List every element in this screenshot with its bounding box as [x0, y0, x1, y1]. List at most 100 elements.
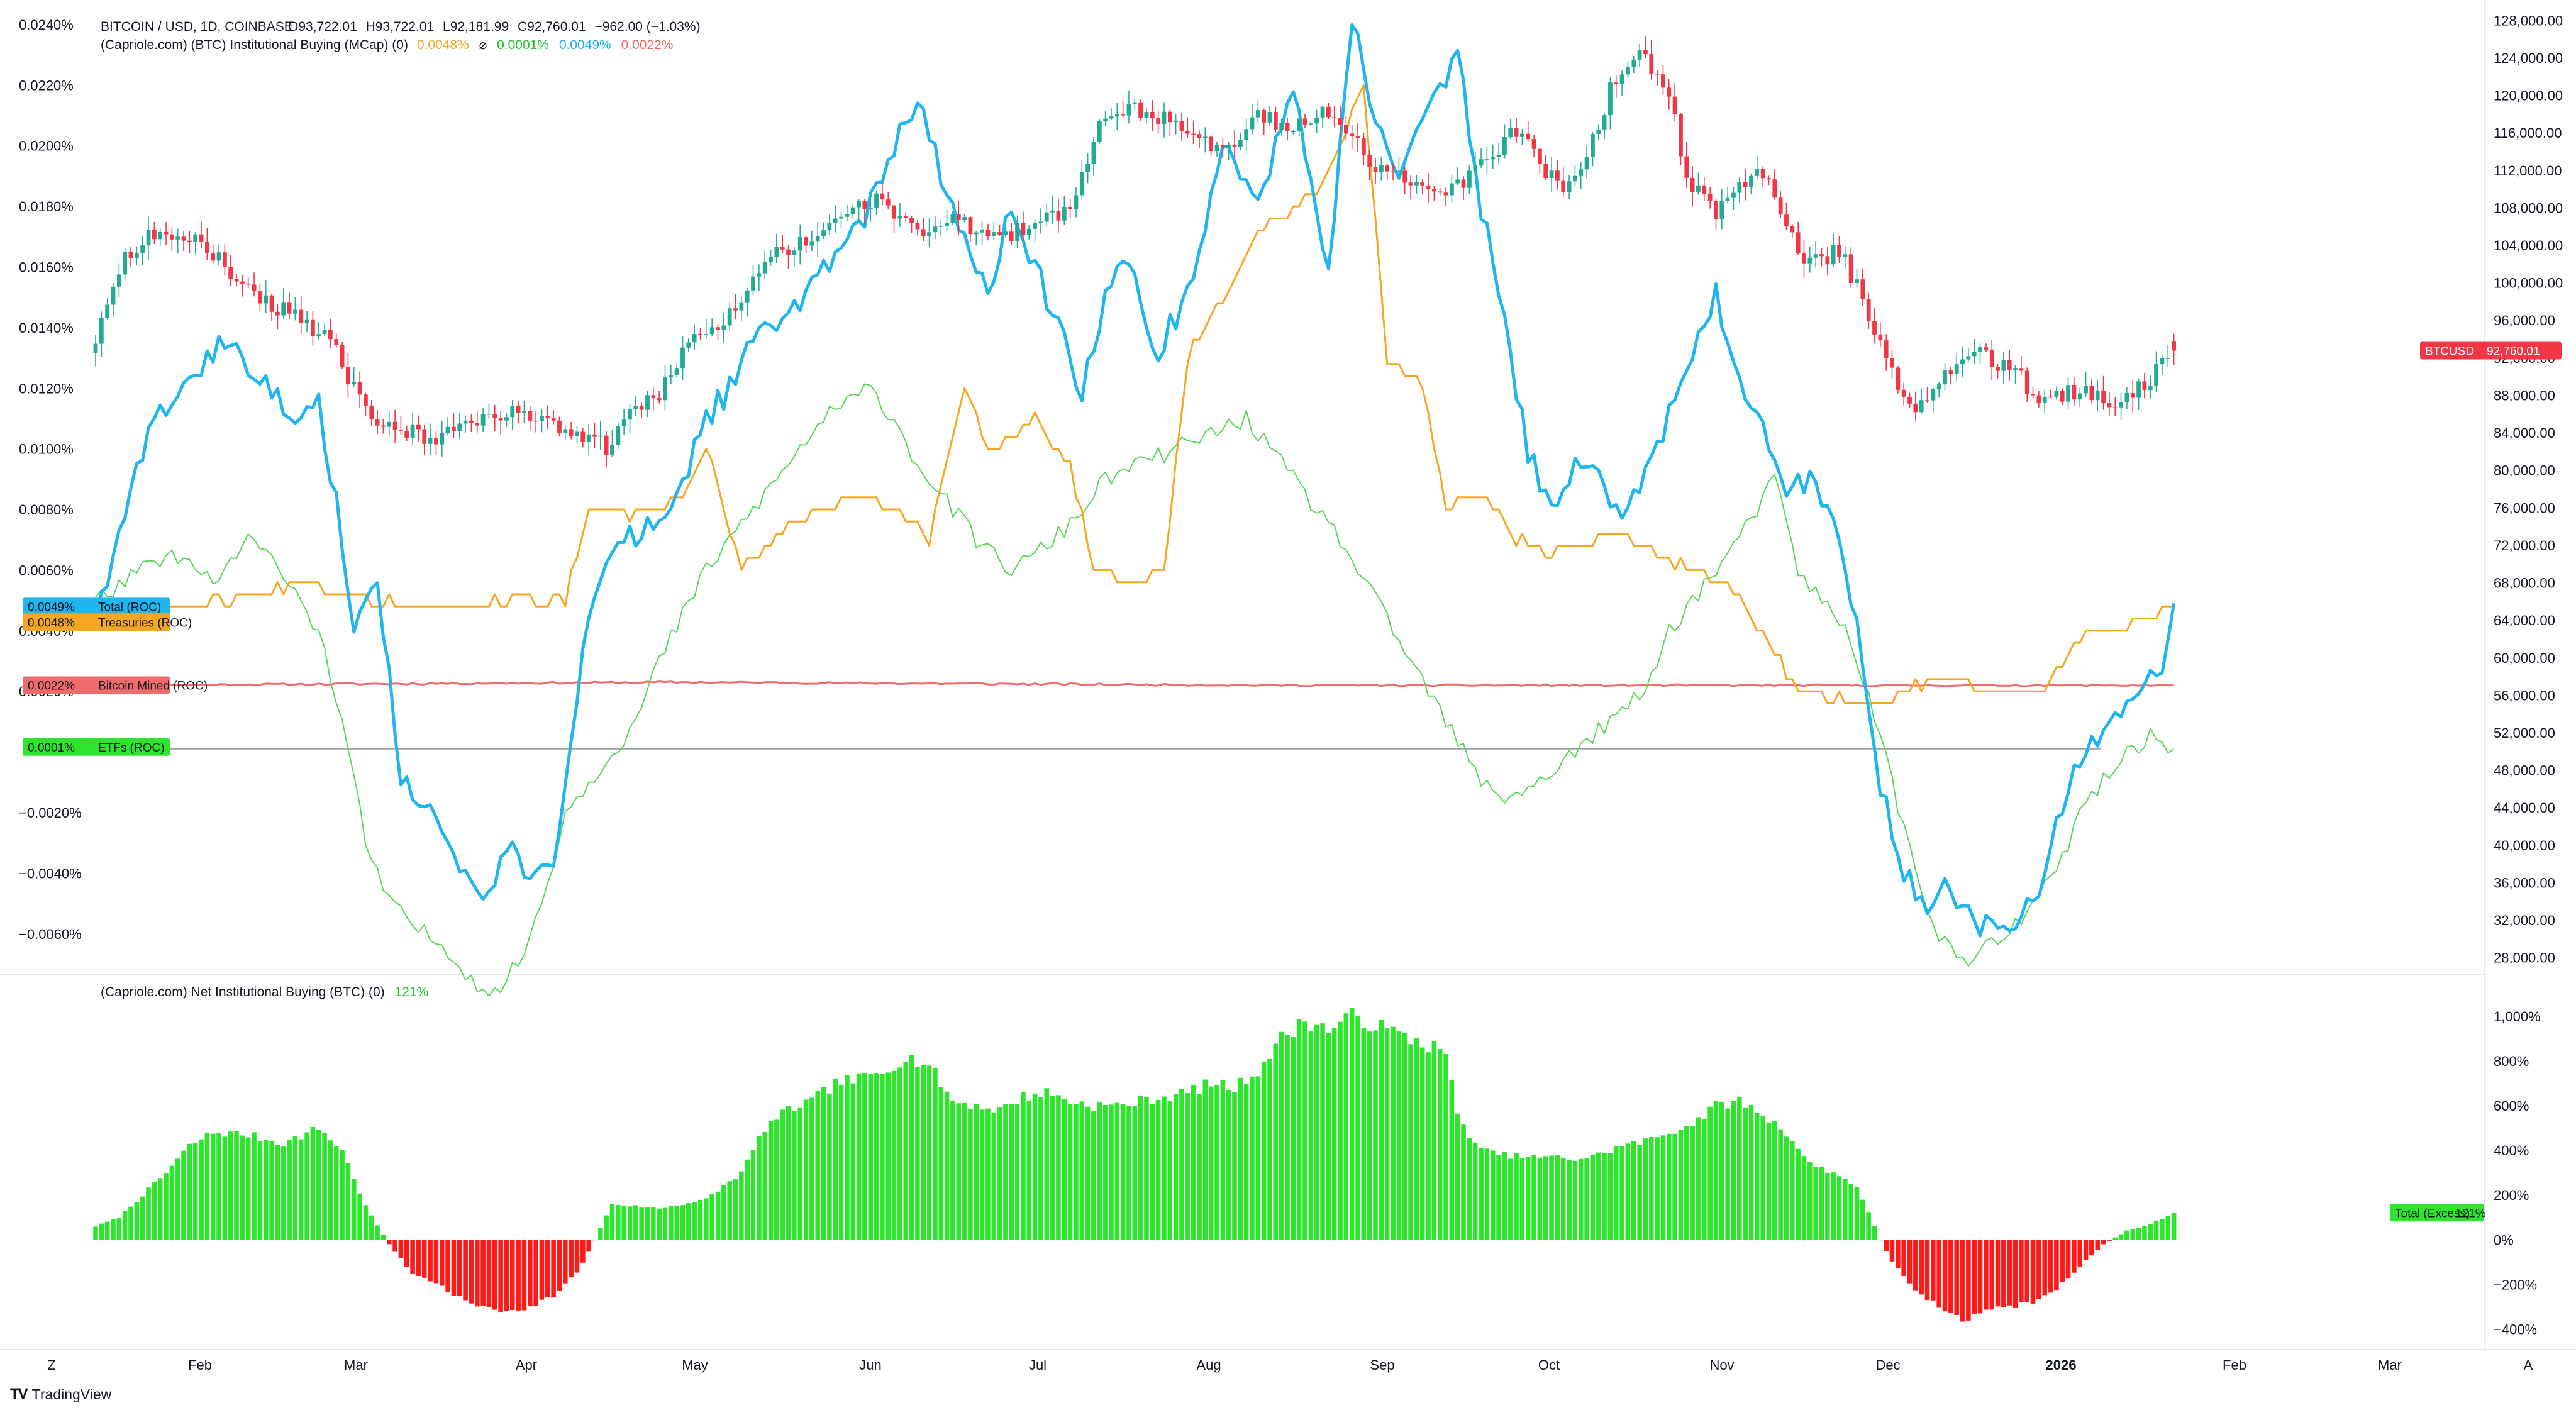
- excess-tick-label[interactable]: 800%: [2494, 1053, 2529, 1069]
- candle-body: [1273, 112, 1278, 130]
- price-tick-label[interactable]: 76,000.00: [2494, 500, 2555, 516]
- time-tick-label[interactable]: A: [2524, 1357, 2533, 1373]
- time-tick-label[interactable]: Oct: [1538, 1357, 1560, 1373]
- excess-bar: [1079, 1101, 1085, 1240]
- price-tick-label[interactable]: 40,000.00: [2494, 838, 2555, 853]
- price-tick-label[interactable]: 28,000.00: [2494, 950, 2555, 966]
- time-tick-label[interactable]: Sep: [1370, 1357, 1394, 1373]
- symbol-line[interactable]: BITCOIN / USD, 1D, COINBASE: [101, 19, 293, 34]
- time-tick-label[interactable]: Mar: [2378, 1357, 2402, 1373]
- price-tick-label[interactable]: 112,000.00: [2494, 163, 2562, 179]
- roc-tick-label[interactable]: 0.0240%: [19, 17, 74, 33]
- roc-tick-label[interactable]: 0.0220%: [19, 77, 74, 93]
- excess-bar: [1543, 1156, 1548, 1240]
- roc-tick-label[interactable]: 0.0180%: [19, 199, 74, 214]
- candle-body: [1843, 254, 1848, 257]
- price-tick-label[interactable]: 116,000.00: [2494, 125, 2562, 141]
- ohlc-close: C92,760.01: [518, 19, 586, 34]
- candle-body: [680, 347, 685, 369]
- excess-tick-label[interactable]: −400%: [2494, 1321, 2537, 1337]
- time-tick-label[interactable]: Apr: [516, 1357, 537, 1373]
- candle-body: [1913, 403, 1918, 413]
- price-tick-label[interactable]: 36,000.00: [2494, 875, 2555, 891]
- excess-bar: [833, 1078, 838, 1240]
- roc-tick-label[interactable]: 0.0060%: [19, 562, 74, 578]
- time-tick-label[interactable]: Mar: [344, 1357, 368, 1373]
- roc-tick-label[interactable]: 0.0120%: [19, 380, 74, 396]
- price-tick-label[interactable]: 52,000.00: [2494, 725, 2555, 741]
- excess-tick-label[interactable]: 1,000%: [2494, 1009, 2541, 1024]
- main-legend[interactable]: BITCOIN / USD, 1D, COINBASE O93,722.01 H…: [101, 19, 701, 52]
- price-tick-label[interactable]: 96,000.00: [2494, 313, 2555, 328]
- excess-bar: [991, 1112, 997, 1240]
- lower-legend[interactable]: (Capriole.com) Net Institutional Buying …: [101, 985, 428, 999]
- time-tick-label[interactable]: Jun: [859, 1357, 881, 1373]
- excess-bar: [164, 1173, 169, 1240]
- price-tick-label[interactable]: 68,000.00: [2494, 575, 2555, 591]
- candle-body: [1085, 164, 1091, 172]
- excess-bar: [2124, 1230, 2129, 1240]
- indicator-legend[interactable]: (Capriole.com) (BTC) Institutional Buyin…: [101, 38, 673, 52]
- time-tick-label[interactable]: Nov: [1709, 1357, 1734, 1373]
- excess-bar: [1607, 1153, 1613, 1240]
- price-tick-label[interactable]: 64,000.00: [2494, 613, 2555, 628]
- price-tick-label[interactable]: 48,000.00: [2494, 763, 2555, 779]
- roc-tick-label[interactable]: −0.0040%: [19, 865, 82, 881]
- roc-tick-label[interactable]: 0.0200%: [19, 138, 74, 154]
- price-tick-label[interactable]: 56,000.00: [2494, 687, 2555, 703]
- roc-tick-label[interactable]: 0.0100%: [19, 441, 74, 457]
- roc-tick-label[interactable]: 0.0140%: [19, 320, 74, 336]
- price-tick-label[interactable]: 32,000.00: [2494, 913, 2555, 928]
- price-tick-label[interactable]: 60,000.00: [2494, 650, 2555, 666]
- tradingview-logo[interactable]: TV TradingView: [10, 1385, 111, 1403]
- excess-bar: [1162, 1096, 1167, 1240]
- price-tick-label[interactable]: 84,000.00: [2494, 425, 2555, 441]
- time-tick-label[interactable]: Feb: [2223, 1357, 2246, 1373]
- price-tick-label[interactable]: 80,000.00: [2494, 463, 2555, 479]
- left-pct-axis[interactable]: 0.0240% 0.0220% 0.0200% 0.0180% 0.0160% 0.014…: [19, 17, 82, 942]
- excess-bar: [2072, 1240, 2077, 1273]
- excess-bar: [1919, 1240, 1924, 1295]
- price-tick-label[interactable]: 44,000.00: [2494, 800, 2555, 816]
- candle-body: [1150, 111, 1155, 118]
- time-tick-label[interactable]: Aug: [1196, 1357, 1221, 1373]
- time-tick-label[interactable]: Z: [47, 1357, 55, 1373]
- right-price-axis[interactable]: 128,000.00 124,000.00 120,000.00 116,000.00…: [2494, 13, 2563, 965]
- candle-body: [1015, 223, 1019, 241]
- price-tick-label[interactable]: 100,000.00: [2494, 275, 2563, 291]
- price-tick-label[interactable]: 124,000.00: [2494, 50, 2563, 66]
- candle-body: [1555, 170, 1560, 181]
- candle-body: [533, 420, 538, 422]
- price-tick-label[interactable]: 108,000.00: [2494, 200, 2563, 216]
- time-tick-label[interactable]: May: [682, 1357, 708, 1373]
- excess-tick-label[interactable]: −200%: [2494, 1277, 2537, 1292]
- price-tick-label[interactable]: 72,000.00: [2494, 538, 2555, 553]
- roc-tick-label[interactable]: 0.0080%: [19, 502, 74, 518]
- price-tick-label[interactable]: 88,000.00: [2494, 387, 2555, 403]
- roc-tick-label[interactable]: −0.0060%: [19, 926, 82, 942]
- excess-tick-label[interactable]: 0%: [2494, 1232, 2514, 1248]
- candle-body: [193, 234, 198, 243]
- candle-body: [1825, 256, 1830, 265]
- roc-tick-label[interactable]: −0.0020%: [19, 805, 82, 821]
- price-tick-label[interactable]: 104,000.00: [2494, 238, 2563, 253]
- ohlc-low: L92,181.99: [443, 19, 509, 34]
- price-tick-label[interactable]: 128,000.00: [2494, 13, 2563, 28]
- price-tick-label[interactable]: 120,000.00: [2494, 88, 2563, 104]
- roc-tick-label[interactable]: 0.0160%: [19, 259, 74, 275]
- time-axis[interactable]: Z Feb Mar Apr May Jun Jul Aug Sep Oct Nov Dec 2026 Fe…: [47, 1357, 2533, 1373]
- time-tick-label[interactable]: Dec: [1875, 1357, 1900, 1373]
- excess-tick-label[interactable]: 200%: [2494, 1187, 2529, 1203]
- excess-tick-label[interactable]: 400%: [2494, 1143, 2529, 1158]
- candle-body: [1167, 111, 1172, 123]
- time-tick-label[interactable]: 2026: [2046, 1357, 2077, 1373]
- excess-bar: [574, 1240, 580, 1273]
- excess-tick-label[interactable]: 600%: [2494, 1098, 2529, 1114]
- candle-body: [1901, 389, 1906, 397]
- candle-body: [786, 249, 791, 255]
- lower-pct-axis[interactable]: 1,000% 800% 600% 400% 200% 0% −200% −400%: [2494, 1009, 2541, 1337]
- candle-body: [1326, 106, 1331, 118]
- time-tick-label[interactable]: Jul: [1029, 1357, 1046, 1373]
- time-tick-label[interactable]: Feb: [188, 1357, 212, 1373]
